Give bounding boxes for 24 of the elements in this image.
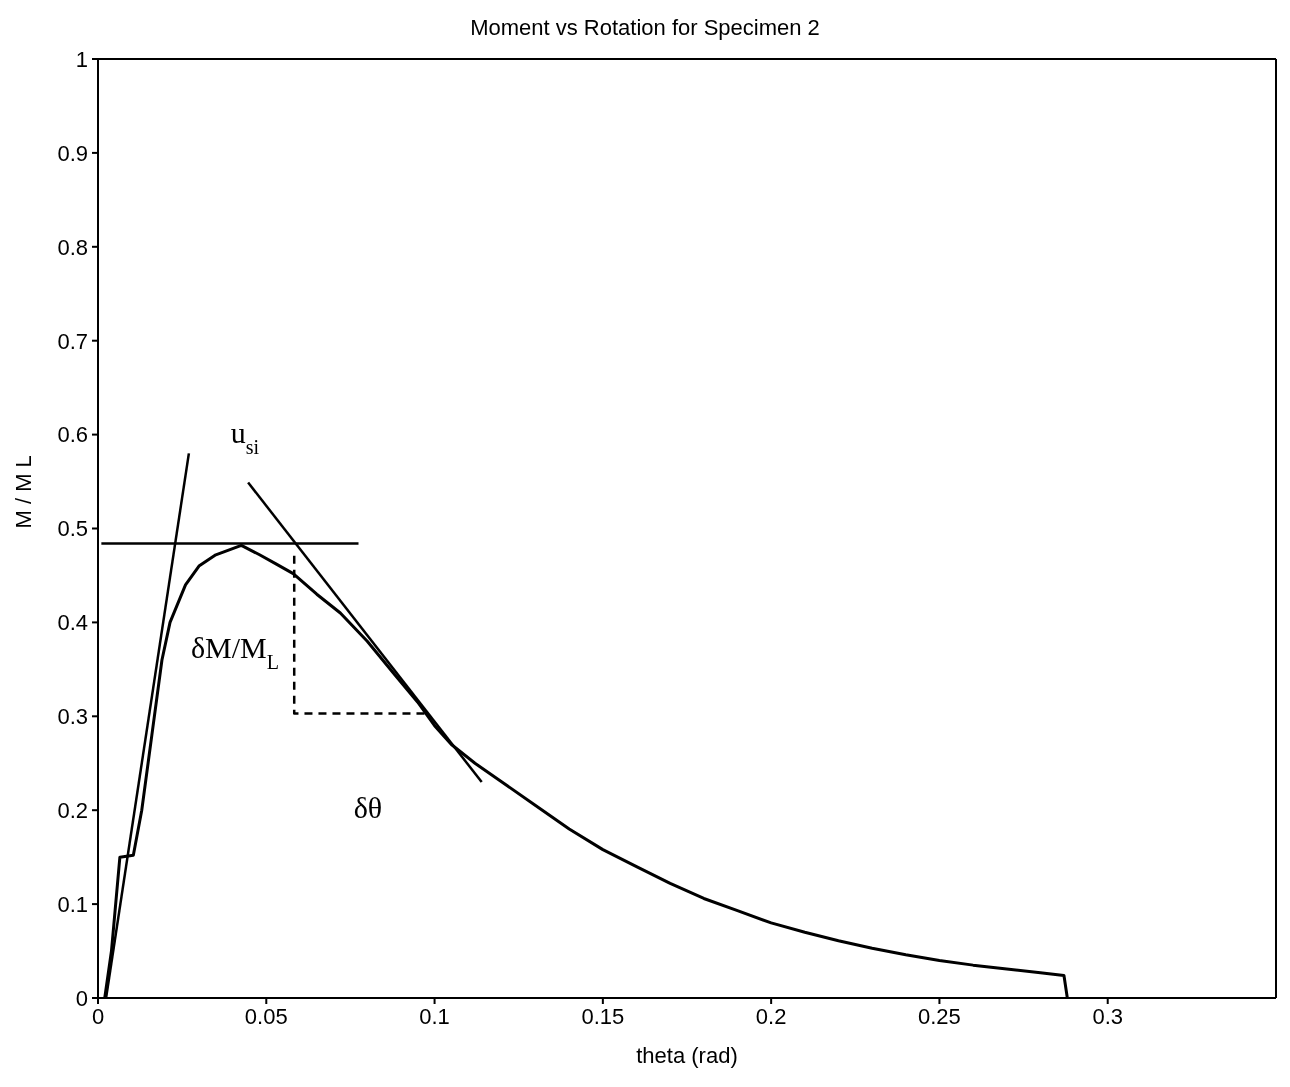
- y-tick-label: 0: [75, 985, 88, 1011]
- y-tick-label: 0.2: [57, 798, 88, 824]
- x-tick-label: 0.2: [755, 1003, 787, 1029]
- y-tick-label: 1: [75, 46, 88, 72]
- x-tick-label: 0.3: [1092, 1003, 1124, 1029]
- y-tick-label: 0.5: [57, 516, 88, 542]
- x-tick-label: 0.1: [419, 1003, 450, 1029]
- x-tick-label: 0: [91, 1003, 105, 1029]
- y-tick-label: 0.8: [57, 234, 88, 260]
- y-tick-label: 0.3: [57, 704, 88, 730]
- x-tick-label: 0.05: [244, 1003, 288, 1029]
- annotation: δM/M$_{L}$: [190, 631, 280, 673]
- annotation: δθ: [353, 791, 383, 824]
- x-tick-label: 0.25: [918, 1003, 961, 1029]
- y-tick-label: 0.6: [57, 422, 88, 448]
- y-tick-label: 0.1: [57, 891, 88, 917]
- annotation: u$_{si}$: [230, 416, 260, 458]
- x-tick-label: 0.15: [581, 1003, 625, 1029]
- y-tick-label: 0.4: [57, 610, 88, 636]
- chart-title: Moment vs Rotation for Specimen 2: [469, 14, 821, 42]
- x-axis-title: theta (rad): [636, 1043, 738, 1068]
- y-axis-title: M / M L: [10, 455, 36, 529]
- y-tick-label: 0.7: [57, 328, 88, 354]
- y-tick-label: 0.9: [57, 140, 88, 166]
